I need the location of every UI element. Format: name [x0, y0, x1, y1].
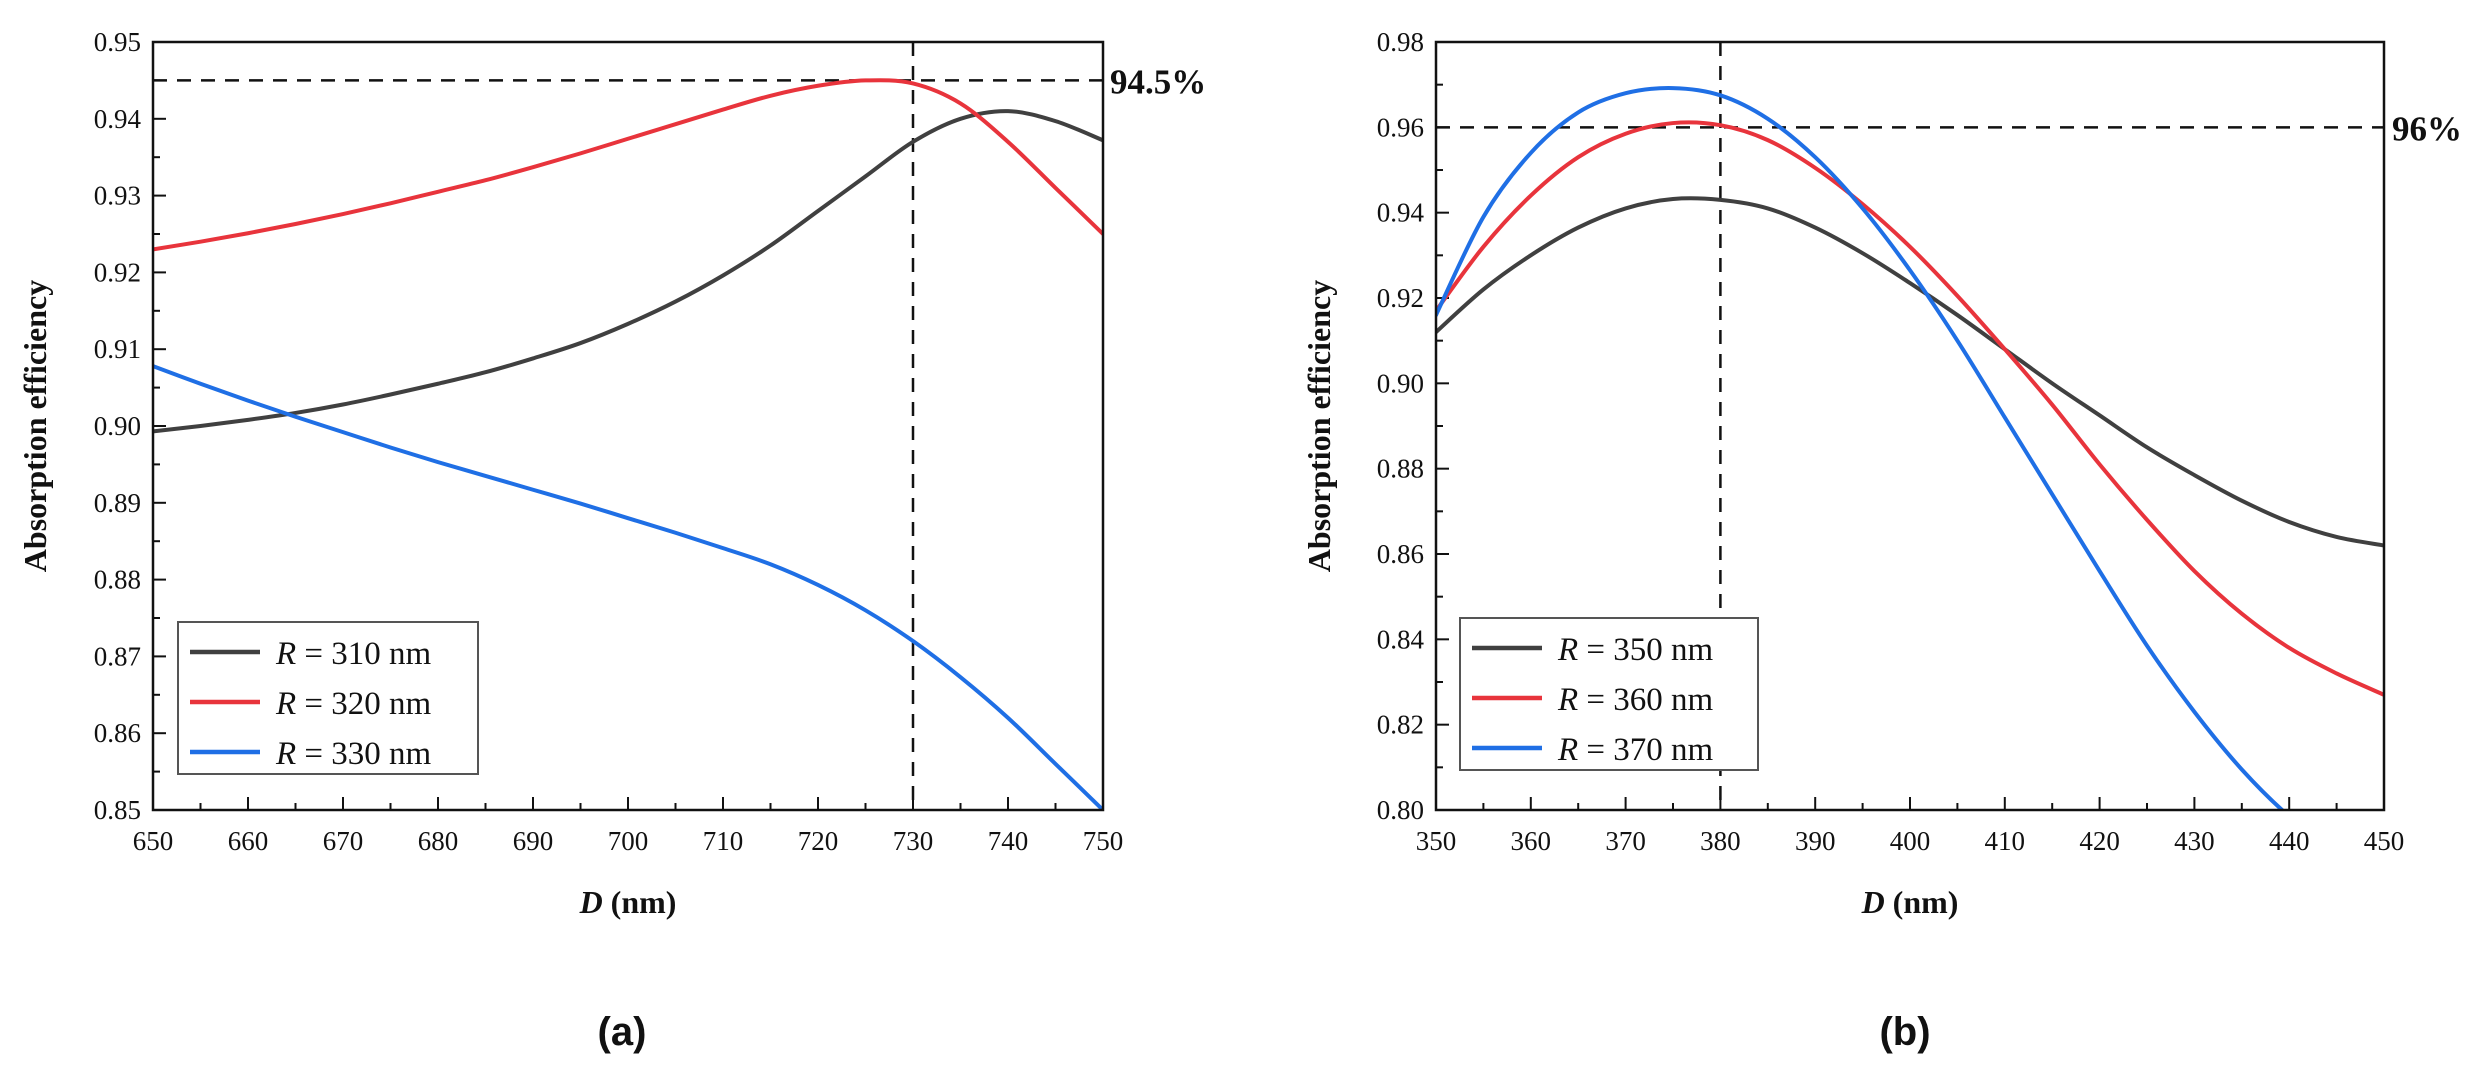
y-tick-label: 0.90 — [94, 411, 141, 441]
x-tick-label: 680 — [418, 826, 459, 856]
legend-label-rest: = 350 nm — [1578, 632, 1713, 668]
chart-b: 350 360 370 380 390 400 410 420 430 440 450 0.80 0.8… — [1301, 27, 2462, 1054]
y-tick-label: 0.85 — [94, 795, 141, 825]
y-tick-label: 0.92 — [94, 257, 141, 287]
x-axis-title-var: D — [1861, 884, 1885, 920]
y-tick-label: 0.86 — [1377, 539, 1424, 569]
x-tick-label: 730 — [893, 826, 934, 856]
x-tick-label: 410 — [1985, 826, 2026, 856]
x-tick-label: 690 — [513, 826, 554, 856]
x-tick-label: 370 — [1605, 826, 1646, 856]
legend-label-var: R — [1557, 732, 1578, 768]
x-axis-title-unit: (nm) — [1885, 884, 1959, 920]
x-tick-label: 750 — [1083, 826, 1124, 856]
series-group — [153, 78, 1103, 810]
chart-a: 650 660 670 680 690 700 710 720 730 740 750 0.85 0.8… — [17, 27, 1206, 1054]
legend-label-rest: = 370 nm — [1578, 732, 1713, 768]
x-tick-label: 430 — [2174, 826, 2215, 856]
y-tick-label: 0.89 — [94, 488, 141, 518]
series-group — [1436, 86, 2384, 810]
x-tick-label: 650 — [133, 826, 174, 856]
legend-label-rest: = 330 nm — [296, 736, 431, 772]
series-line-3 — [153, 364, 1103, 810]
y-tick-label: 0.82 — [1377, 710, 1424, 740]
x-axis-title-var: D — [579, 884, 603, 920]
series-line-2 — [1436, 120, 2384, 697]
x-tick-label: 380 — [1700, 826, 1741, 856]
x-tick-label: 440 — [2269, 826, 2310, 856]
legend-box — [177, 621, 479, 775]
legend-label: R = 320 nm — [275, 686, 432, 722]
y-tick-label: 0.91 — [94, 334, 141, 364]
legend-box — [1459, 617, 1759, 771]
y-tick-label: 0.94 — [94, 104, 142, 134]
y-tick-label: 0.84 — [1377, 624, 1425, 654]
x-tick-label: 360 — [1511, 826, 1552, 856]
legend-label-var: R — [275, 736, 296, 772]
legend-label: R = 330 nm — [275, 736, 432, 772]
series-line-1 — [153, 109, 1103, 434]
y-tick-label: 0.95 — [94, 27, 141, 57]
x-tick-label: 390 — [1795, 826, 1836, 856]
y-tick-label: 0.92 — [1377, 283, 1424, 313]
series-line-2 — [153, 78, 1103, 252]
legend-label-var: R — [1557, 682, 1578, 718]
plot-frame — [151, 40, 1105, 812]
legend-label-var: R — [1557, 632, 1578, 668]
x-axis-title-unit: (nm) — [603, 884, 677, 920]
x-tick-label: 420 — [2079, 826, 2120, 856]
x-axis-title: D (nm) — [1861, 884, 1959, 920]
y-axis-title: Absorption efficiency — [1301, 280, 1337, 572]
legend-label-rest: = 310 nm — [296, 636, 431, 672]
y-tick-label: 0.88 — [94, 565, 141, 595]
legend-label-var: R — [275, 686, 296, 722]
series-line-3 — [1436, 86, 2286, 810]
plot-frame — [1434, 40, 2386, 812]
panel-label: (a) — [598, 1010, 647, 1054]
x-tick-label: 720 — [798, 826, 839, 856]
x-tick-label: 350 — [1416, 826, 1457, 856]
x-axis-title: D (nm) — [579, 884, 677, 920]
legend-label: R = 360 nm — [1557, 682, 1714, 718]
x-tick-label: 670 — [323, 826, 364, 856]
legend-label: R = 310 nm — [275, 636, 432, 672]
x-tick-label: 450 — [2364, 826, 2405, 856]
y-tick-label: 0.94 — [1377, 198, 1425, 228]
series-line-1 — [1436, 196, 2384, 548]
y-tick-label: 0.87 — [94, 641, 141, 671]
y-tick-label: 0.80 — [1377, 795, 1424, 825]
x-tick-label: 740 — [988, 826, 1029, 856]
y-tick-label: 0.90 — [1377, 368, 1424, 398]
x-tick-label: 700 — [608, 826, 649, 856]
legend-label: R = 370 nm — [1557, 732, 1714, 768]
panel-label: (b) — [1879, 1010, 1930, 1054]
legend-label-rest: = 360 nm — [1578, 682, 1713, 718]
x-tick-label: 400 — [1890, 826, 1931, 856]
y-tick-label: 0.88 — [1377, 454, 1424, 484]
legend-label-rest: = 320 nm — [296, 686, 431, 722]
y-axis-title: Absorption efficiency — [17, 280, 53, 572]
hline-annotation: 96% — [2392, 109, 2462, 148]
legend-label: R = 350 nm — [1557, 632, 1714, 668]
y-tick-label: 0.86 — [94, 718, 141, 748]
hline-annotation: 94.5% — [1110, 62, 1206, 101]
x-tick-label: 660 — [228, 826, 269, 856]
y-tick-label: 0.98 — [1377, 27, 1424, 57]
y-tick-label: 0.96 — [1377, 112, 1424, 142]
legend-label-var: R — [275, 636, 296, 672]
x-tick-label: 710 — [703, 826, 744, 856]
y-tick-label: 0.93 — [94, 181, 141, 211]
